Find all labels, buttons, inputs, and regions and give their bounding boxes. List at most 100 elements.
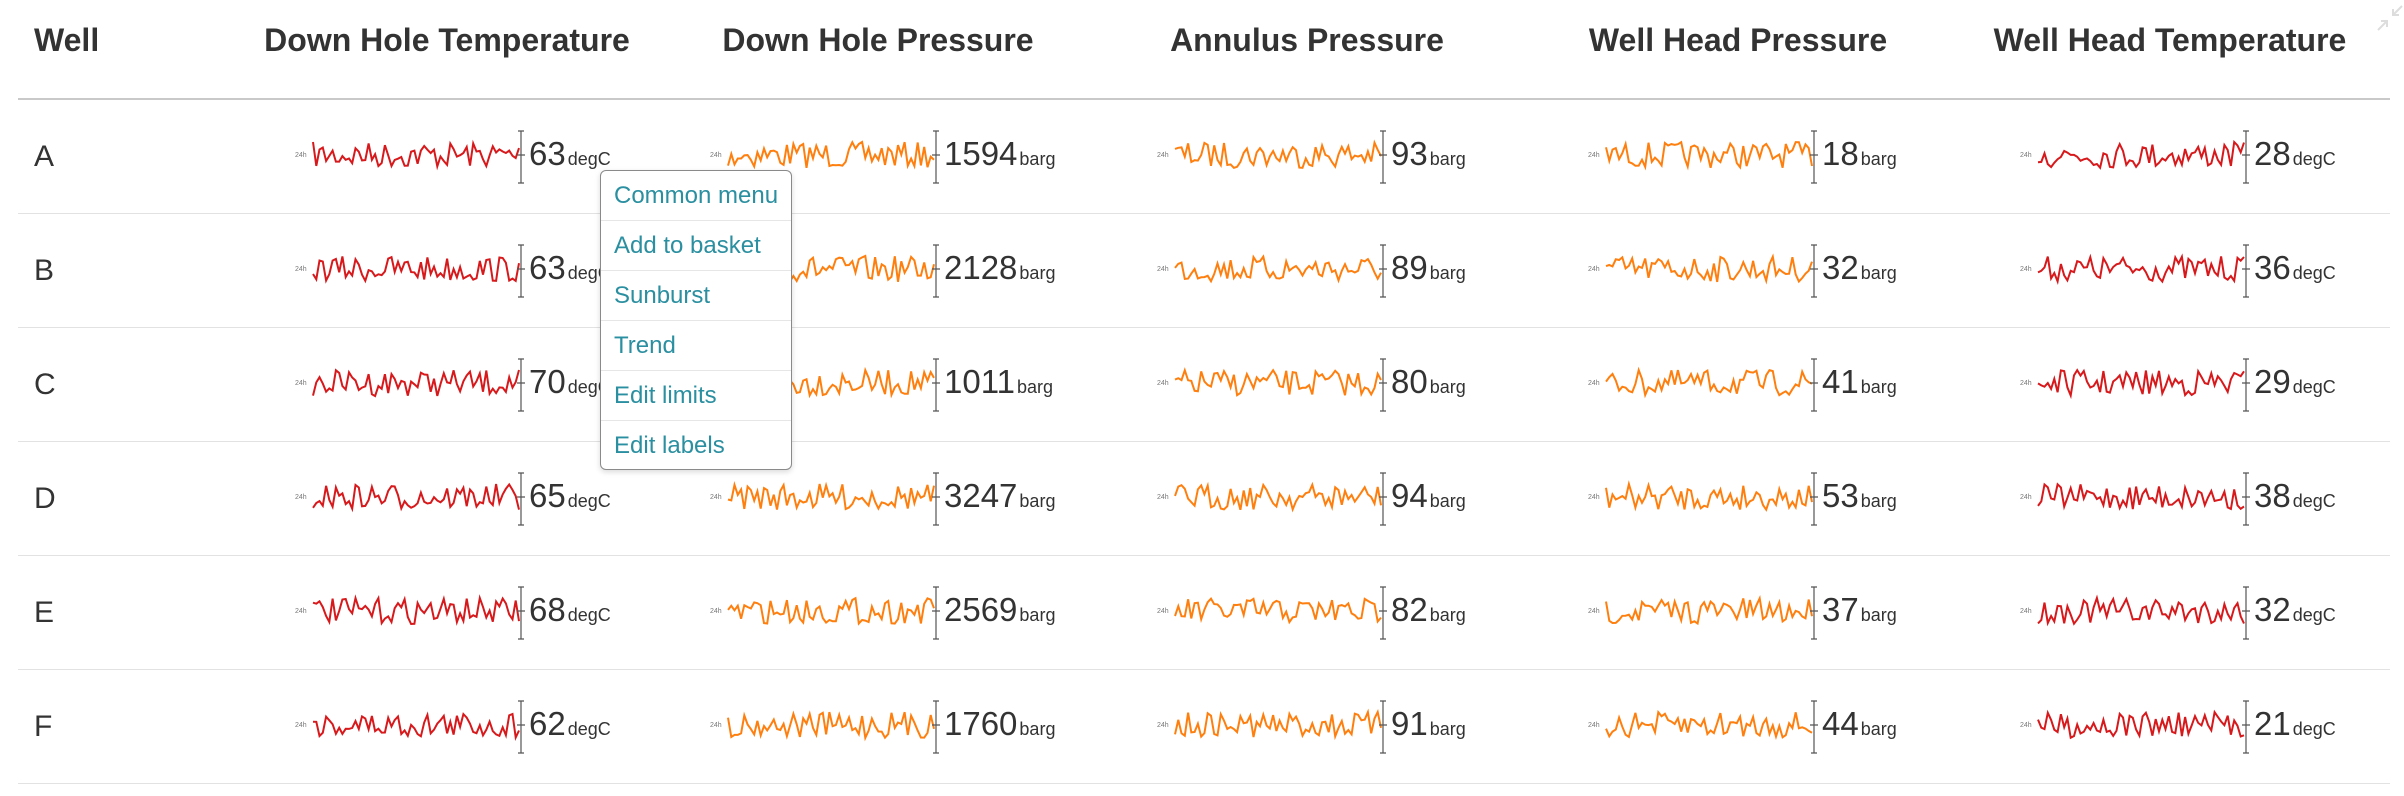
value-number: 37: [1822, 591, 1859, 628]
sparkline-start-label: 24h: [1157, 608, 1169, 615]
header-down-hole-temperature[interactable]: Down Hole Temperature: [264, 22, 630, 58]
metric-value: 1011 barg: [944, 362, 1053, 409]
sparkline: 24h: [2020, 700, 2250, 754]
value-number: 53: [1822, 477, 1859, 514]
row-divider: [18, 213, 2390, 214]
header-well-head-temperature[interactable]: Well Head Temperature: [1993, 22, 2347, 58]
sparkline-start-label: 24h: [2020, 152, 2032, 159]
sparkline: 24h: [1588, 700, 1818, 754]
table-row[interactable]: D 24h 65 degC 24h 3247 barg 24h 94 barg 24h 53 barg 2…: [18, 442, 2390, 556]
header-well[interactable]: Well: [34, 22, 100, 58]
sparkline: 24h: [295, 358, 525, 412]
metric-value: 63 degC: [529, 248, 611, 295]
sparkline: 24h: [1588, 130, 1818, 184]
value-unit: barg: [1429, 719, 1466, 739]
sparkline-series: [1174, 481, 1382, 513]
value-number: 3247: [944, 477, 1018, 514]
sparkline-series: [1605, 366, 1813, 399]
value-number: 2128: [944, 249, 1018, 286]
sparkline-series: [727, 710, 935, 742]
table-row[interactable]: E 24h 68 degC 24h 2569 barg 24h 82 barg 24h 37 barg 2…: [18, 556, 2390, 670]
sparkline: 24h: [710, 586, 940, 640]
metric-value: 70 degC: [529, 362, 611, 409]
sparkline-start-label: 24h: [1588, 152, 1600, 159]
range-axis: [932, 586, 940, 640]
sparkline: 24h: [1588, 472, 1818, 526]
table-row[interactable]: B24h63degC24h2128barg24h89barg24h32barg2…: [18, 214, 2390, 328]
sparkline-series: [1605, 709, 1813, 740]
range-axis: [517, 358, 525, 412]
metric-value: 36 degC: [2254, 248, 2336, 295]
sparkline-series: [1174, 597, 1382, 625]
sparkline-start-label: 24h: [295, 380, 307, 387]
range-axis: [932, 358, 940, 412]
sparkline-series: [727, 140, 935, 170]
header-annulus-pressure[interactable]: Annulus Pressure: [1170, 22, 1444, 58]
menu-item-sunburst[interactable]: Sunburst: [601, 271, 791, 321]
range-axis: [1379, 244, 1387, 298]
sparkline-start-label: 24h: [295, 608, 307, 615]
range-axis: [1810, 586, 1818, 640]
table-row[interactable]: C24h70degC24h1011barg24h80barg24h41barg2…: [18, 328, 2390, 442]
sparkline: 24h: [2020, 358, 2250, 412]
menu-item-edit-limits[interactable]: Edit limits: [601, 371, 791, 421]
range-axis: [517, 472, 525, 526]
menu-item-common-menu[interactable]: Common menu: [601, 171, 791, 221]
sparkline-series: [312, 139, 520, 171]
value-unit: degC: [2292, 605, 2336, 625]
value-number: 44: [1822, 705, 1859, 742]
well-label: A: [34, 140, 55, 173]
metric-value: 41 barg: [1822, 362, 1897, 409]
value-unit: degC: [2292, 491, 2336, 511]
sparkline-start-label: 24h: [710, 494, 722, 501]
menu-item-trend[interactable]: Trend: [601, 321, 791, 371]
sparkline-series: [2037, 253, 2245, 285]
metric-value: 21 degC: [2254, 704, 2336, 751]
well-label: D: [34, 482, 56, 515]
value-number: 36: [2254, 249, 2291, 286]
value-number: 2569: [944, 591, 1018, 628]
sparkline: 24h: [1588, 358, 1818, 412]
value-number: 68: [529, 591, 566, 628]
range-axis: [1379, 586, 1387, 640]
range-axis: [1810, 130, 1818, 184]
value-number: 21: [2254, 705, 2291, 742]
sparkline-series: [1174, 708, 1382, 741]
value-number: 32: [2254, 591, 2291, 628]
range-axis: [517, 700, 525, 754]
sparkline-series: [1605, 140, 1813, 171]
range-axis: [1379, 130, 1387, 184]
value-number: 63: [529, 249, 566, 286]
value-number: 63: [529, 135, 566, 172]
metric-value: 82 barg: [1391, 590, 1466, 637]
metric-value: 37 barg: [1822, 590, 1897, 637]
value-number: 70: [529, 363, 566, 400]
value-unit: degC: [2292, 719, 2336, 739]
range-axis: [1810, 244, 1818, 298]
header-well-head-pressure[interactable]: Well Head Pressure: [1588, 22, 1888, 58]
table-row[interactable]: A 24h 63 degC 24h 1594 barg 24h 93 barg 24h 18 barg 2…: [18, 100, 2390, 214]
sparkline-start-label: 24h: [1588, 380, 1600, 387]
menu-item-add-to-basket[interactable]: Add to basket: [601, 221, 791, 271]
value-unit: degC: [567, 377, 611, 397]
metric-value: 44 barg: [1822, 704, 1897, 751]
collapse-arrows-icon[interactable]: [2376, 4, 2404, 32]
table-row[interactable]: F 24h 62 degC 24h 1760 barg 24h 91 barg 24h 44 barg 2…: [18, 670, 2390, 784]
range-axis: [932, 700, 940, 754]
sparkline-start-label: 24h: [710, 722, 722, 729]
value-number: 29: [2254, 363, 2291, 400]
header-down-hole-pressure[interactable]: Down Hole Pressure: [722, 22, 1034, 58]
value-number: 28: [2254, 135, 2291, 172]
sparkline-start-label: 24h: [1157, 266, 1169, 273]
metric-value: 53 barg: [1822, 476, 1897, 523]
sparkline-series: [312, 482, 520, 513]
sparkline-start-label: 24h: [1157, 152, 1169, 159]
metric-value: 80 barg: [1391, 362, 1466, 409]
menu-item-edit-labels[interactable]: Edit labels: [614, 432, 725, 459]
row-divider: [18, 327, 2390, 328]
value-unit: degC: [2292, 263, 2336, 283]
sparkline-start-label: 24h: [2020, 266, 2032, 273]
metric-value: 38 degC: [2254, 476, 2336, 523]
well-label: C: [34, 368, 56, 401]
